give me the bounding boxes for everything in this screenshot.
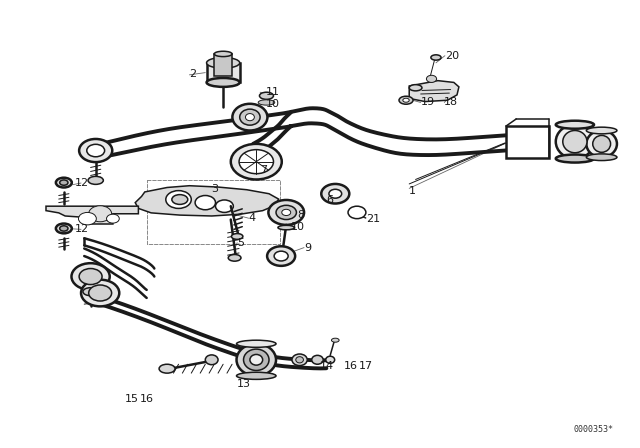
Circle shape [282, 209, 291, 215]
Ellipse shape [237, 372, 276, 379]
Text: 5: 5 [237, 238, 244, 248]
Text: 12: 12 [75, 178, 89, 188]
Circle shape [89, 206, 111, 222]
Ellipse shape [312, 355, 323, 364]
Text: 10: 10 [266, 99, 280, 109]
Text: 3: 3 [212, 184, 219, 194]
Ellipse shape [399, 96, 413, 104]
Circle shape [106, 214, 119, 223]
Ellipse shape [556, 121, 594, 129]
Text: 8: 8 [298, 210, 305, 220]
Ellipse shape [250, 354, 262, 365]
Ellipse shape [83, 288, 99, 296]
Ellipse shape [593, 135, 611, 152]
Circle shape [79, 268, 102, 284]
Ellipse shape [259, 92, 273, 99]
Ellipse shape [586, 154, 617, 160]
Circle shape [79, 212, 97, 225]
Ellipse shape [232, 104, 268, 130]
Polygon shape [409, 81, 459, 102]
Ellipse shape [586, 130, 617, 157]
Polygon shape [135, 186, 278, 216]
Text: 19: 19 [420, 98, 435, 108]
Circle shape [348, 206, 366, 219]
Circle shape [276, 205, 296, 220]
Circle shape [79, 139, 112, 162]
Circle shape [166, 190, 191, 208]
Ellipse shape [292, 354, 307, 366]
Ellipse shape [228, 254, 241, 261]
Ellipse shape [207, 57, 240, 68]
Text: 15: 15 [124, 394, 138, 404]
Text: 18: 18 [444, 98, 458, 108]
Text: 16: 16 [140, 394, 154, 404]
Circle shape [216, 200, 234, 212]
Ellipse shape [56, 178, 72, 188]
Circle shape [87, 144, 104, 157]
Polygon shape [46, 206, 138, 224]
Text: 6: 6 [326, 194, 333, 205]
Ellipse shape [332, 338, 339, 342]
Ellipse shape [207, 78, 240, 87]
Circle shape [268, 200, 304, 225]
Ellipse shape [556, 155, 594, 163]
Text: 20: 20 [445, 51, 459, 61]
Ellipse shape [237, 344, 276, 376]
Ellipse shape [205, 355, 218, 365]
Text: 10: 10 [291, 222, 305, 232]
Ellipse shape [556, 125, 594, 159]
Text: 17: 17 [359, 361, 373, 370]
Text: 12: 12 [75, 224, 89, 234]
Text: 11: 11 [266, 87, 280, 97]
Circle shape [267, 246, 295, 266]
Ellipse shape [586, 127, 617, 134]
Ellipse shape [296, 357, 303, 363]
Bar [207, 63, 240, 82]
Ellipse shape [172, 194, 188, 204]
Ellipse shape [88, 177, 103, 185]
Text: 4: 4 [248, 213, 256, 223]
Circle shape [426, 75, 436, 82]
Ellipse shape [278, 225, 294, 230]
Ellipse shape [214, 51, 232, 56]
Ellipse shape [246, 114, 254, 121]
Circle shape [195, 195, 216, 210]
Ellipse shape [60, 226, 68, 231]
Ellipse shape [563, 130, 587, 153]
Ellipse shape [56, 224, 72, 233]
Text: 9: 9 [304, 243, 311, 253]
Ellipse shape [159, 364, 175, 373]
Text: 13: 13 [237, 379, 251, 389]
Text: 0000353*: 0000353* [573, 425, 613, 434]
Circle shape [329, 189, 342, 198]
Circle shape [72, 263, 109, 290]
Text: 2: 2 [189, 69, 196, 78]
Circle shape [231, 144, 282, 180]
Text: 7: 7 [260, 165, 268, 175]
Ellipse shape [240, 109, 260, 125]
Ellipse shape [409, 85, 422, 91]
Ellipse shape [431, 55, 441, 60]
Ellipse shape [232, 233, 243, 239]
Ellipse shape [403, 98, 409, 102]
Text: 21: 21 [366, 214, 380, 224]
Text: 16: 16 [344, 361, 358, 370]
Text: 14: 14 [320, 361, 334, 370]
Bar [214, 54, 232, 76]
Ellipse shape [326, 356, 335, 363]
Ellipse shape [60, 180, 68, 185]
Bar [506, 126, 549, 158]
Text: 1: 1 [409, 185, 416, 196]
Ellipse shape [258, 100, 275, 105]
Ellipse shape [237, 340, 276, 347]
Circle shape [321, 184, 349, 203]
Ellipse shape [244, 349, 269, 370]
Circle shape [89, 285, 111, 301]
Circle shape [239, 150, 273, 174]
Circle shape [81, 280, 119, 306]
Circle shape [274, 251, 288, 261]
